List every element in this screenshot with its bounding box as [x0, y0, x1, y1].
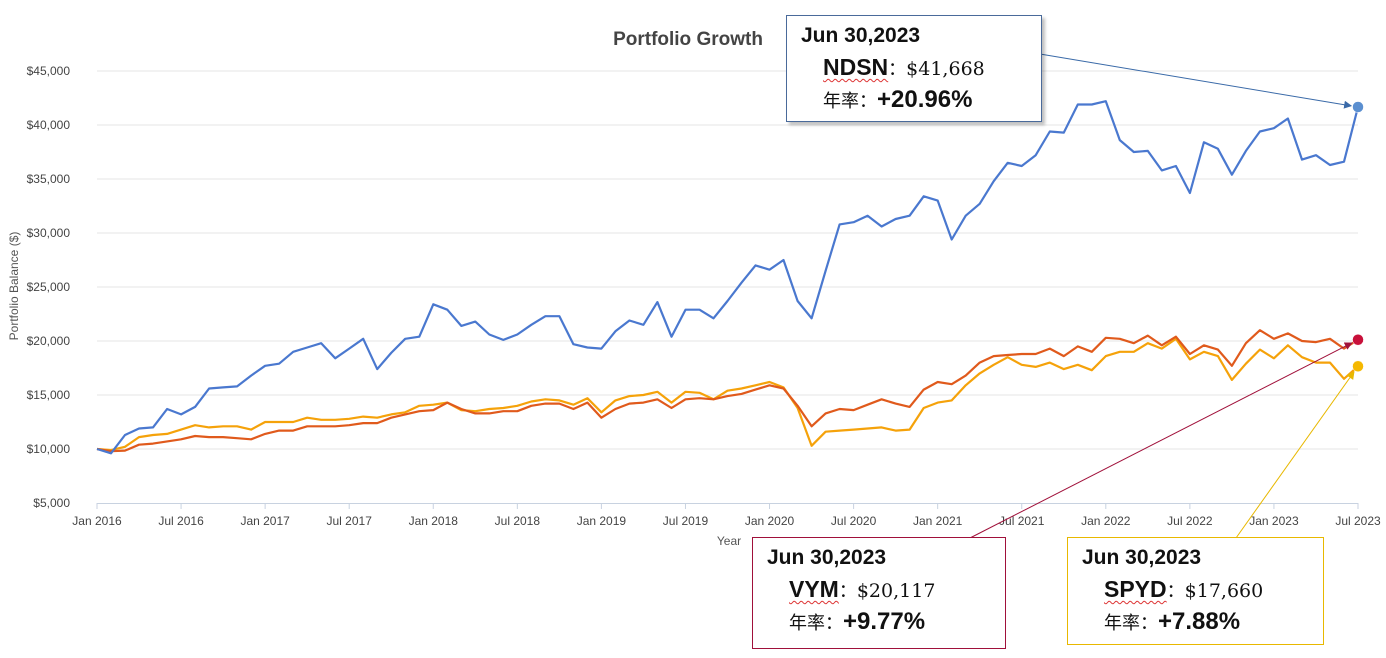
- chart-title: Portfolio Growth: [613, 29, 763, 50]
- x-tick-label: Jan 2022: [1081, 514, 1131, 528]
- callout-ndsn-rate: +20.96%: [877, 86, 973, 113]
- callout-vym-rate-line: 年率：+9.77%: [789, 608, 925, 636]
- x-axis-ticks: Jan 2016 Jul 2016 Jan 2017 Jul 2017 Jan 2018…: [72, 503, 1381, 528]
- callout-spyd-value-line: SPYD：$17,660: [1104, 576, 1263, 603]
- callout-vym-ticker: VYM: [789, 576, 839, 602]
- y-axis-label: Portfolio Balance ($): [7, 232, 21, 341]
- y-tick-label: $45,000: [27, 64, 71, 78]
- x-tick-label: Jan 2019: [577, 514, 627, 528]
- callout-vym-date: Jun 30,2023: [767, 546, 887, 569]
- x-axis-label: Year: [717, 534, 741, 548]
- x-tick-label: Jul 2019: [663, 514, 709, 528]
- y-tick-label: $5,000: [33, 496, 70, 510]
- callout-arrow-spyd: [1235, 371, 1355, 539]
- endpoint-marker-spyd: [1352, 360, 1364, 373]
- x-tick-label: Jan 2020: [745, 514, 795, 528]
- callout-arrows: [969, 53, 1355, 539]
- callout-spyd-rate: +7.88%: [1158, 608, 1241, 635]
- endpoint-marker-ndsn: [1352, 101, 1364, 113]
- callout-spyd-rate-label: 年率：: [1104, 613, 1158, 633]
- callout-vym-rate: +9.77%: [843, 608, 926, 635]
- y-tick-label: $25,000: [27, 280, 71, 294]
- y-tick-label: $30,000: [27, 226, 71, 240]
- series-lines: [96, 100, 1360, 455]
- callout-spyd-sep: ：: [1166, 581, 1185, 601]
- callout-vym: Jun 30,2023 VYM：$20,117 年率：+9.77%: [752, 537, 1006, 649]
- x-tick-label: Jul 2017: [327, 514, 373, 528]
- x-tick-label: Jul 2023: [1335, 514, 1381, 528]
- x-tick-label: Jul 2022: [1167, 514, 1213, 528]
- callout-ndsn-rate-label: 年率：: [823, 91, 877, 111]
- endpoint-marker-vym: [1352, 333, 1364, 346]
- callout-vym-sep: ：: [838, 581, 857, 601]
- callout-spyd: Jun 30,2023 SPYD：$17,660 年率：+7.88%: [1067, 537, 1324, 645]
- y-tick-label: $40,000: [27, 118, 71, 132]
- x-tick-label: Jul 2018: [495, 514, 541, 528]
- y-tick-label: $35,000: [27, 172, 71, 186]
- callout-spyd-ticker: SPYD: [1104, 576, 1167, 602]
- x-tick-label: Jul 2021: [999, 514, 1045, 528]
- callout-ndsn-date: Jun 30,2023: [801, 24, 921, 47]
- x-tick-label: Jan 2016: [72, 514, 122, 528]
- endpoint-markers: [1352, 101, 1364, 373]
- callout-spyd-rate-line: 年率：+7.88%: [1104, 608, 1240, 636]
- y-tick-label: $10,000: [27, 442, 71, 456]
- callout-ndsn-value-line: NDSN：$41,668: [823, 54, 985, 81]
- series-line-vym: [96, 329, 1359, 453]
- series-line-spyd: [96, 337, 1359, 452]
- callout-ndsn-value: $41,668: [906, 58, 985, 80]
- callout-ndsn-sep: ：: [888, 59, 907, 79]
- y-tick-label: $20,000: [27, 334, 71, 348]
- gridlines: [97, 70, 1358, 450]
- callout-vym-value: $20,117: [856, 580, 936, 602]
- callout-spyd-date: Jun 30,2023: [1082, 546, 1202, 569]
- x-tick-label: Jul 2016: [158, 514, 204, 528]
- callout-vym-value-line: VYM：$20,117: [789, 576, 935, 603]
- callout-arrow-vym: [969, 342, 1353, 539]
- x-tick-label: Jan 2017: [240, 514, 290, 528]
- x-tick-label: Jan 2021: [913, 514, 963, 528]
- callout-spyd-value: $17,660: [1184, 580, 1264, 602]
- x-tick-label: Jan 2018: [409, 514, 459, 528]
- callout-vym-rate-label: 年率：: [789, 613, 843, 633]
- x-tick-label: Jul 2020: [831, 514, 877, 528]
- callout-ndsn-ticker: NDSN: [823, 54, 889, 80]
- series-line-ndsn: [96, 100, 1360, 455]
- callout-arrow-ndsn: [1039, 53, 1353, 109]
- y-tick-label: $15,000: [27, 388, 71, 402]
- y-axis-ticks: $5,000 $10,000 $15,000 $20,000 $25,000 $30,00…: [27, 64, 71, 510]
- x-tick-label: Jan 2023: [1249, 514, 1299, 528]
- callout-ndsn-rate-line: 年率：+20.96%: [823, 86, 972, 114]
- callout-ndsn: Jun 30,2023 NDSN：$41,668 年率：+20.96%: [786, 15, 1042, 122]
